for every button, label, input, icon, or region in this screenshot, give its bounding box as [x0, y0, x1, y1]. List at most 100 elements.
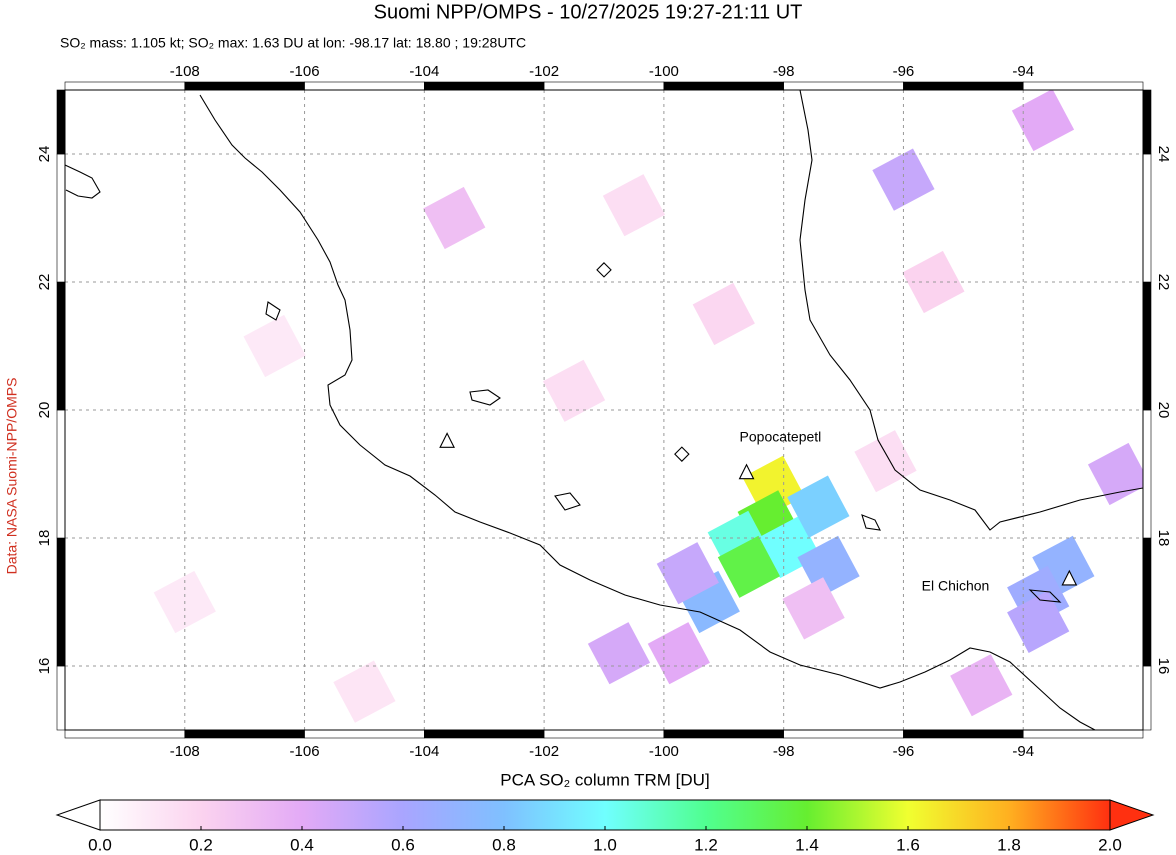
frame-block — [56, 281, 66, 411]
so2-cell — [950, 654, 1013, 717]
so2-cell — [692, 282, 755, 346]
frame-block — [304, 81, 425, 91]
grid — [65, 90, 1143, 730]
colorbar-bar — [99, 799, 1111, 831]
so2-cell — [587, 622, 651, 685]
x-tick-label: -96 — [893, 743, 915, 760]
colorbar-tick-label: 1.4 — [795, 835, 819, 854]
frame-block — [56, 153, 66, 283]
frame-block — [424, 81, 545, 91]
frame-block — [663, 81, 784, 91]
frame-block — [903, 81, 1024, 91]
frame-block — [424, 729, 545, 739]
frame-block — [663, 729, 784, 739]
colorbar-over — [1109, 799, 1155, 831]
y-tick-label: 18 — [1155, 530, 1172, 547]
frame-block — [903, 729, 1024, 739]
frame-block — [304, 729, 425, 739]
y-tick-label: 24 — [36, 146, 53, 163]
volcano-label: El Chichon — [922, 578, 990, 594]
colorbar-tick-label: 0.0 — [88, 835, 112, 854]
map-border — [64, 89, 1144, 731]
colorbar-tick-label: 1.2 — [694, 835, 718, 854]
frame-block — [543, 729, 665, 739]
frame-block — [1142, 537, 1152, 667]
volcano-marker — [738, 463, 755, 480]
so2-cell — [787, 475, 850, 538]
volcano-marker — [674, 446, 690, 462]
so2-cell — [782, 577, 845, 640]
title: Suomi NPP/OMPS - 10/27/2025 19:27-21:11 … — [374, 1, 803, 23]
frame-block — [184, 729, 305, 739]
x-tick-label: -106 — [290, 63, 320, 80]
y-tick-label: 22 — [36, 274, 53, 291]
x-tick-label: -108 — [170, 63, 200, 80]
y-tick-label: 16 — [1155, 658, 1172, 675]
x-tick-label: -108 — [170, 743, 200, 760]
colorbar-tick-label: 0.6 — [391, 835, 415, 854]
x-tick-label: -104 — [409, 743, 439, 760]
frame-block — [64, 729, 186, 739]
coastline — [199, 94, 1096, 731]
frame-block — [543, 81, 665, 91]
so2-cell — [333, 660, 396, 723]
frame-block — [184, 81, 305, 91]
frame-block — [1022, 81, 1144, 91]
x-tick-label: -104 — [409, 63, 439, 80]
x-tick-label: -96 — [893, 63, 915, 80]
frame-block — [1142, 665, 1152, 731]
x-tick-label: -98 — [773, 63, 795, 80]
so2-cell — [1011, 88, 1075, 152]
so2-cell — [647, 622, 710, 685]
so2-cell — [423, 186, 486, 250]
colorbar-tick-label: 0.4 — [290, 835, 314, 854]
x-tick-label: -102 — [529, 63, 559, 80]
colorbar-tick-label: 2.0 — [1098, 835, 1122, 854]
y-tick-label: 16 — [36, 658, 53, 675]
subtitle: SO₂ mass: 1.105 kt; SO₂ max: 1.63 DU at … — [60, 35, 526, 51]
frame-block — [1142, 409, 1152, 539]
x-tick-label: -100 — [649, 63, 679, 80]
island — [554, 492, 581, 511]
colorbar-tick-label: 1.6 — [896, 835, 920, 854]
coastlines — [64, 89, 1144, 731]
island — [861, 514, 881, 531]
frame-block — [783, 729, 904, 739]
y-tick-label: 22 — [1155, 274, 1172, 291]
frame-block — [1142, 153, 1152, 283]
y-tick-label: 20 — [36, 402, 53, 419]
colorbar-tick-label: 1.8 — [997, 835, 1021, 854]
island — [265, 301, 281, 321]
colorbar-tick-label: 0.8 — [492, 835, 516, 854]
volcano-marker — [439, 432, 455, 448]
credit: Data: NASA Suomi-NPP/OMPS — [4, 378, 20, 575]
so2-cell — [243, 314, 306, 378]
so2-cell — [542, 359, 606, 422]
frame-block — [56, 89, 66, 155]
volcano-label: Popocatepetl — [740, 428, 822, 444]
map-frame — [56, 81, 1152, 739]
coastline — [64, 164, 101, 199]
frame-block — [1142, 89, 1152, 155]
volcano-marker — [1061, 569, 1078, 586]
volcano-markers: Popocatepetl El Chichon — [439, 262, 1078, 594]
y-tick-label: 24 — [1155, 146, 1172, 163]
frame-block — [783, 81, 904, 91]
y-tick-label: 20 — [1155, 402, 1172, 419]
x-tick-label: -98 — [773, 743, 795, 760]
so2-cell — [656, 542, 719, 605]
frame-block — [1022, 729, 1144, 739]
so2-layer — [153, 88, 1151, 723]
so2-cell — [872, 148, 935, 211]
volcano-marker — [596, 262, 612, 278]
so2-cell — [854, 430, 917, 493]
coastline — [799, 89, 1144, 531]
y-tick-label: 18 — [36, 530, 53, 547]
frame-block — [56, 665, 66, 731]
colorbar-tick-label: 1.0 — [593, 835, 617, 854]
frame-block — [1142, 281, 1152, 411]
so2-cell — [1007, 590, 1070, 653]
frame-block — [56, 537, 66, 667]
island — [1028, 589, 1062, 603]
